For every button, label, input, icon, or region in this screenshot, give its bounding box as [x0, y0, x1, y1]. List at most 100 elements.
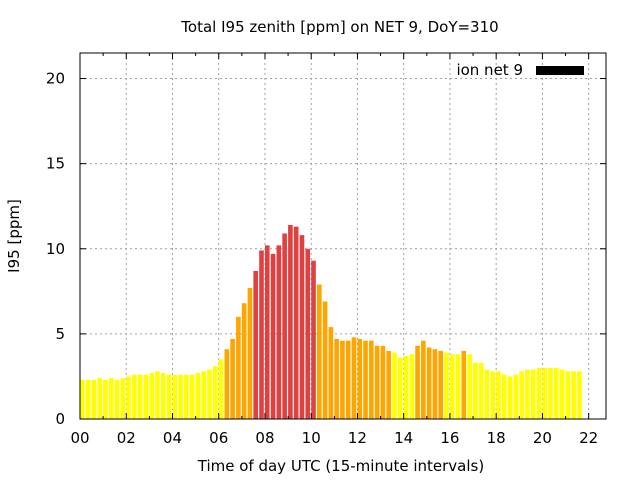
x-tick-label: 00 — [70, 429, 89, 447]
x-tick-label: 12 — [348, 429, 367, 447]
bar — [91, 379, 97, 419]
bar — [316, 284, 322, 419]
y-tick-label: 0 — [55, 410, 65, 428]
chart-title: Total I95 zenith [ppm] on NET 9, DoY=310 — [180, 18, 498, 36]
plot-frame — [79, 52, 607, 420]
bar — [270, 253, 276, 419]
bar — [409, 354, 415, 419]
bar — [542, 367, 548, 419]
bar — [311, 260, 316, 419]
bar — [380, 345, 386, 419]
y-tick-label: 15 — [46, 155, 65, 173]
bar — [126, 376, 131, 419]
bar — [392, 352, 397, 419]
bar — [426, 347, 432, 419]
bar — [299, 235, 305, 419]
bar — [374, 345, 380, 419]
bar — [288, 224, 293, 419]
bar — [247, 287, 253, 419]
x-axis-label: Time of day UTC (15-minute intervals) — [197, 457, 484, 475]
bar — [357, 338, 363, 419]
bar — [363, 340, 368, 419]
bar — [132, 374, 137, 419]
bar — [236, 316, 241, 419]
bar — [444, 352, 449, 419]
bar — [172, 374, 178, 419]
bar — [513, 374, 519, 419]
bar — [559, 369, 565, 419]
bar — [571, 371, 576, 419]
y-axis-label: I95 [ppm] — [5, 199, 23, 273]
bar — [184, 374, 189, 419]
bar — [241, 303, 247, 419]
bar — [80, 379, 85, 419]
x-tick-label: 18 — [487, 429, 506, 447]
bar — [108, 378, 114, 419]
bar — [519, 371, 524, 419]
x-tick-label: 08 — [255, 429, 274, 447]
bar — [224, 349, 230, 419]
bar — [328, 327, 334, 419]
bar — [293, 226, 299, 419]
bar — [143, 374, 149, 419]
bar — [507, 376, 513, 419]
bar — [553, 367, 559, 419]
bar — [397, 357, 403, 419]
bar — [577, 371, 582, 419]
bar — [490, 371, 496, 419]
bar — [218, 359, 224, 419]
bar — [276, 245, 282, 419]
bar — [149, 373, 154, 419]
y-tick-label: 20 — [46, 70, 65, 88]
bar — [548, 367, 553, 419]
bar — [282, 233, 287, 419]
bar — [403, 356, 409, 419]
bar — [432, 349, 438, 419]
bar — [264, 245, 270, 419]
bar — [178, 374, 183, 419]
bar — [421, 340, 426, 419]
legend-swatch — [536, 66, 584, 75]
bar — [259, 250, 264, 419]
bar — [449, 354, 455, 419]
bar — [305, 248, 311, 419]
bar — [97, 378, 102, 419]
bar — [369, 340, 374, 419]
bar — [525, 369, 530, 419]
bar — [386, 350, 391, 419]
axis-ticks: 0 5 10 15 20 00 02 04 06 08 10 12 14 16 18 20 22 — [46, 53, 606, 447]
y-tick-label: 5 — [55, 325, 65, 343]
bar — [137, 374, 143, 419]
bar — [565, 371, 571, 419]
bar — [536, 367, 542, 419]
bar — [212, 366, 218, 419]
x-tick-label: 10 — [302, 429, 321, 447]
x-tick-label: 02 — [117, 429, 136, 447]
legend: ion net 9 — [456, 61, 584, 79]
x-tick-label: 14 — [394, 429, 413, 447]
bar — [160, 373, 166, 419]
bar — [351, 337, 357, 419]
bar — [322, 301, 328, 419]
bar — [501, 374, 507, 419]
bar — [340, 340, 345, 419]
x-tick-label: 04 — [163, 429, 182, 447]
legend-label: ion net 9 — [456, 61, 523, 79]
bar — [230, 338, 235, 419]
x-tick-label: 22 — [579, 429, 598, 447]
bar — [484, 369, 490, 419]
bar — [120, 378, 126, 419]
bar — [496, 371, 501, 419]
bar — [166, 374, 172, 419]
bar — [438, 350, 443, 419]
bar — [467, 354, 472, 419]
bars — [80, 224, 582, 419]
bar — [415, 345, 420, 419]
bar — [345, 340, 351, 419]
bar — [155, 371, 160, 419]
y-tick-label: 10 — [46, 240, 65, 258]
x-tick-label: 20 — [533, 429, 552, 447]
bar — [455, 354, 461, 419]
bar — [461, 350, 467, 419]
